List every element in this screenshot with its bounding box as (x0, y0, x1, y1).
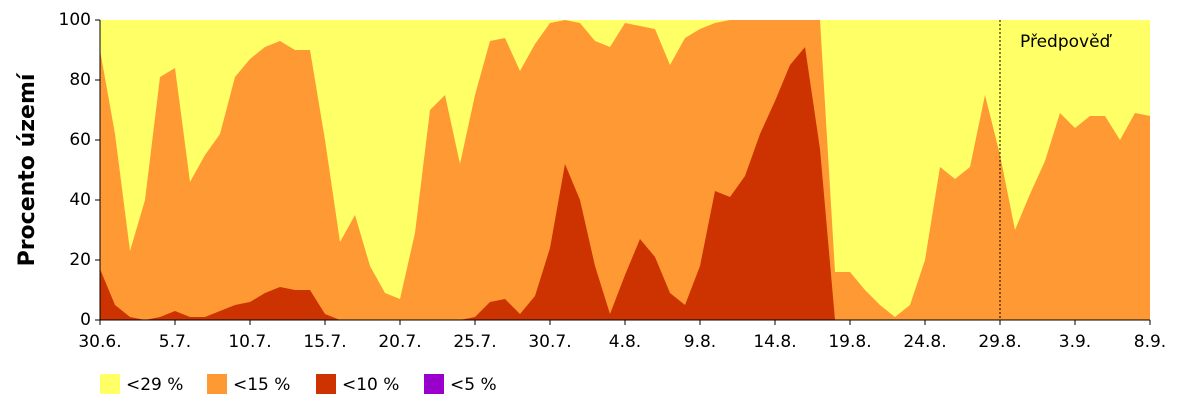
legend-swatch (207, 374, 227, 394)
y-axis-label: Procento území (15, 72, 40, 266)
legend-swatch (424, 374, 444, 394)
x-tick-label: 19.8. (828, 332, 871, 352)
x-tick-label: 30.7. (528, 332, 571, 352)
x-tick-label: 20.7. (378, 332, 421, 352)
y-tick-label: 40 (69, 190, 91, 210)
legend-label: <5 % (450, 375, 497, 395)
x-tick-label: 24.8. (903, 332, 946, 352)
x-tick-label: 14.8. (753, 332, 796, 352)
x-tick-label: 30.6. (78, 332, 121, 352)
x-tick-label: 29.8. (978, 332, 1021, 352)
legend-label: <29 % (126, 375, 183, 395)
y-tick-label: 0 (80, 310, 91, 330)
annotation: Předpověď (1020, 32, 1113, 52)
area (100, 20, 1150, 320)
y-tick-label: 20 (69, 250, 91, 270)
legend-swatch (100, 374, 120, 394)
x-tick-label: 10.7. (228, 332, 271, 352)
x-tick-label: 4.8. (609, 332, 641, 352)
legend-swatch (316, 374, 336, 394)
x-tick-label: 3.9. (1059, 332, 1091, 352)
x-tick-label: 25.7. (453, 332, 496, 352)
y-tick-label: 60 (69, 130, 91, 150)
legend-label: <15 % (233, 375, 290, 395)
y-tick-label: 80 (69, 70, 91, 90)
x-tick-label: 15.7. (303, 332, 346, 352)
y-tick-label: 100 (59, 10, 91, 30)
legend-label: <10 % (342, 375, 399, 395)
x-tick-label: 8.9. (1134, 332, 1166, 352)
x-tick-label: 5.7. (159, 332, 191, 352)
x-tick-label: 9.8. (684, 332, 716, 352)
